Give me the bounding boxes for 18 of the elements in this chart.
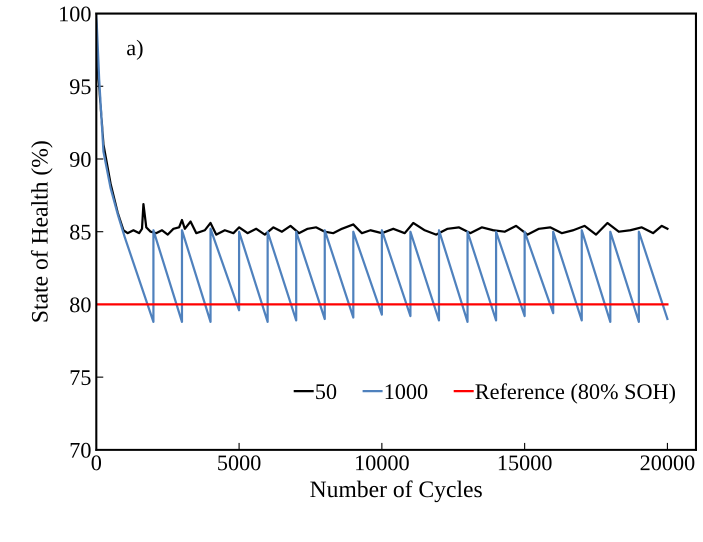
x-tick-label: 5000	[218, 455, 260, 470]
legend-label: Reference (80% SOH)	[475, 383, 675, 404]
y-tick-label: 70	[70, 442, 91, 458]
x-tick-label: 20000	[640, 455, 694, 470]
x-axis-title: Number of Cycles	[310, 480, 482, 502]
y-tick-label: 75	[70, 370, 91, 386]
y-axis-title: State of Health (%)	[30, 141, 53, 322]
legend-label: 1000	[386, 384, 428, 400]
x-tick-label: 15000	[498, 455, 552, 470]
y-tick-label: 95	[70, 79, 91, 94]
y-tick-label: 85	[70, 224, 91, 240]
x-tick-label: 0	[92, 455, 102, 470]
y-tick-label: 80	[70, 297, 91, 312]
y-tick-label: 100	[60, 6, 91, 22]
x-tick-label: 10000	[356, 455, 409, 470]
legend-label: 50	[316, 384, 336, 400]
y-tick-label: 90	[70, 152, 91, 167]
annotation: a)	[127, 40, 143, 60]
